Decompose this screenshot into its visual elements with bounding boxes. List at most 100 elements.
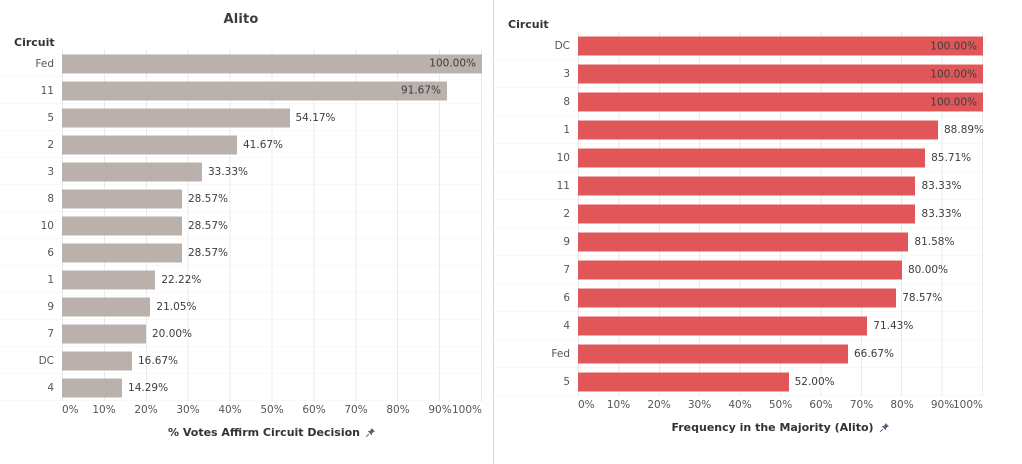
- bar-row: 11 83.33%: [494, 172, 983, 200]
- bar-track: 100.00%: [578, 60, 983, 88]
- category-label[interactable]: DC: [38, 354, 54, 367]
- value-label: 28.57%: [187, 219, 229, 232]
- bar[interactable]: 91.67%: [62, 81, 447, 100]
- category-label[interactable]: 2: [47, 138, 54, 151]
- value-label: 14.29%: [128, 381, 169, 394]
- bar[interactable]: [578, 176, 916, 196]
- bar-track: 91.67%: [62, 77, 482, 104]
- bar-track: 80.00%: [578, 256, 983, 284]
- value-label: 28.57%: [187, 246, 229, 259]
- category-label[interactable]: 5: [563, 376, 570, 388]
- bar-track: 20.00%: [62, 320, 482, 347]
- bar-track: 100.00%: [578, 32, 983, 60]
- bar-row: 8 100.00%: [494, 88, 983, 116]
- axis-tick: 100%: [451, 404, 482, 416]
- axis-tick: 60%: [809, 399, 833, 411]
- bar-track: 28.57%: [62, 212, 482, 239]
- bar-track: 33.33%: [62, 158, 482, 185]
- bar[interactable]: [578, 120, 938, 140]
- bar-row: 9 21.05%: [0, 293, 482, 320]
- bar[interactable]: [62, 378, 123, 397]
- axis-tick: 10%: [92, 404, 116, 416]
- bar[interactable]: 100.00%: [578, 92, 983, 112]
- bar-track: 100.00%: [62, 50, 482, 77]
- category-label[interactable]: 8: [563, 96, 570, 108]
- value-label: 52.00%: [794, 376, 835, 388]
- axis-tick: 80%: [386, 404, 410, 416]
- bar[interactable]: [578, 372, 789, 392]
- bar[interactable]: [578, 316, 868, 336]
- bar[interactable]: 100.00%: [578, 64, 983, 84]
- bar[interactable]: [62, 216, 182, 235]
- value-label: 88.89%: [944, 124, 985, 136]
- axis-tick: 90%: [930, 399, 955, 411]
- bar[interactable]: [578, 204, 916, 224]
- category-label[interactable]: 2: [563, 208, 570, 220]
- bar[interactable]: [578, 260, 902, 280]
- field-label: Circuit: [14, 36, 55, 49]
- category-label[interactable]: Fed: [551, 348, 570, 360]
- bar-track: 88.89%: [578, 116, 985, 144]
- value-label: 20.00%: [152, 327, 193, 340]
- category-label[interactable]: 4: [47, 381, 54, 394]
- x-axis: 0% 10% 20% 30% 40% 50% 60% 70% 80% 90% 100%: [62, 404, 482, 418]
- category-label[interactable]: 11: [556, 180, 570, 192]
- bar[interactable]: [62, 351, 132, 370]
- category-label[interactable]: 9: [47, 300, 54, 313]
- value-label: 22.22%: [161, 273, 202, 286]
- bar[interactable]: [62, 324, 146, 343]
- bar[interactable]: [62, 135, 237, 154]
- category-label[interactable]: 6: [563, 292, 570, 304]
- value-label: 21.05%: [156, 300, 197, 313]
- category-label[interactable]: Fed: [35, 57, 54, 70]
- bar[interactable]: [578, 344, 848, 364]
- category-label[interactable]: 8: [47, 192, 54, 205]
- value-label: 71.43%: [873, 320, 914, 332]
- bar-rows: DC 100.00% 3 100.00% 8 100.00% 1 88.89% 10 85.71%…: [494, 32, 985, 396]
- category-label[interactable]: 7: [563, 264, 570, 276]
- chart-title-row: Alito: [0, 0, 482, 27]
- bar-track: 83.33%: [578, 172, 983, 200]
- value-label: 100.00%: [429, 57, 476, 70]
- bar-track: 78.57%: [578, 284, 983, 312]
- category-label[interactable]: 10: [40, 219, 54, 232]
- bar[interactable]: [62, 243, 182, 262]
- bar[interactable]: [62, 270, 156, 289]
- pushpin-icon[interactable]: [879, 422, 890, 433]
- plot-area: DC 100.00% 3 100.00% 8 100.00% 1 88.89% 10 85.71%…: [494, 32, 985, 396]
- category-label[interactable]: 5: [47, 111, 54, 124]
- axis-tick: 90%: [428, 404, 452, 416]
- panel-divider: [493, 0, 494, 464]
- bar-track: 16.67%: [62, 347, 482, 374]
- bar[interactable]: [578, 288, 897, 308]
- category-label[interactable]: DC: [554, 40, 570, 52]
- majority-chart-panel: Circuit DC 100.00% 3 100.00% 8 100.00% 1 88.89%…: [494, 0, 1022, 464]
- axis-tick: 40%: [218, 404, 242, 416]
- bar-row: 11 91.67%: [0, 77, 482, 104]
- category-label[interactable]: 3: [563, 68, 570, 80]
- category-label[interactable]: 4: [563, 320, 570, 332]
- bar[interactable]: 100.00%: [62, 54, 482, 73]
- bar-row: 7 20.00%: [0, 320, 482, 347]
- bar[interactable]: [62, 297, 151, 316]
- axis-tick: 30%: [687, 399, 712, 411]
- category-label[interactable]: 1: [563, 124, 570, 136]
- bar[interactable]: [62, 162, 202, 181]
- category-label[interactable]: 10: [556, 152, 570, 164]
- bar-track: 83.33%: [578, 200, 983, 228]
- category-label[interactable]: 3: [47, 165, 54, 178]
- bar[interactable]: [62, 189, 182, 208]
- bar-track: 21.05%: [62, 293, 482, 320]
- bar[interactable]: [578, 148, 926, 168]
- pushpin-icon[interactable]: [365, 427, 376, 438]
- category-label[interactable]: 1: [47, 273, 54, 286]
- category-label[interactable]: 9: [563, 236, 570, 248]
- category-label[interactable]: 11: [40, 84, 54, 97]
- x-axis-title: Frequency in the Majority (Alito): [671, 420, 874, 434]
- bar[interactable]: 100.00%: [578, 36, 983, 56]
- bar[interactable]: [578, 232, 909, 252]
- value-label: 16.67%: [138, 354, 179, 367]
- category-label[interactable]: 6: [47, 246, 54, 259]
- bar[interactable]: [62, 108, 290, 127]
- category-label[interactable]: 7: [47, 327, 54, 340]
